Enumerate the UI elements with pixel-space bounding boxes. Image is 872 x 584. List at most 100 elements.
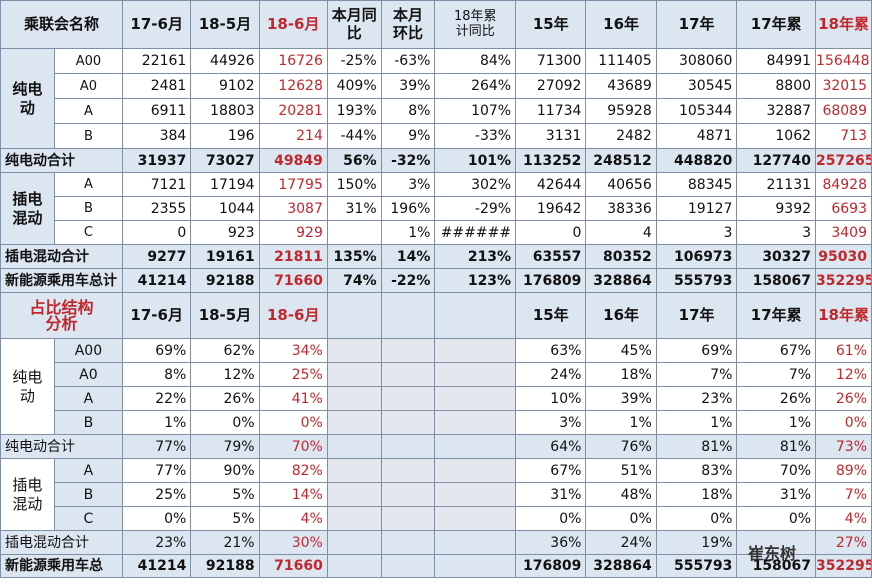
cell: 9% xyxy=(380,123,436,149)
cell: 308060 xyxy=(655,48,738,74)
cell: 32887 xyxy=(736,98,817,124)
total-cell: 123% xyxy=(434,268,517,293)
share-cell: 18% xyxy=(655,482,738,507)
share-sub-label: B xyxy=(53,482,124,507)
cell: 21131 xyxy=(736,172,817,197)
total-cell: 49849 xyxy=(258,148,328,173)
share-total-label: 新能源乘用车总 xyxy=(0,554,124,578)
share-total-cell: 81% xyxy=(736,434,817,459)
cell: 3 xyxy=(736,220,817,245)
cell: 150% xyxy=(326,172,382,197)
cell: 42644 xyxy=(515,172,587,197)
cell: 2482 xyxy=(585,123,657,149)
cell: 17194 xyxy=(190,172,260,197)
cell: 44926 xyxy=(190,48,260,74)
cell: 111405 xyxy=(585,48,657,74)
cell: 12628 xyxy=(258,73,328,99)
share-cell: 25% xyxy=(122,482,192,507)
share-total-cell: 92188 xyxy=(190,554,260,578)
share-cell: 67% xyxy=(515,458,587,483)
total-cell: 176809 xyxy=(515,268,587,293)
cell: 193% xyxy=(326,98,382,124)
share-cell: 0% xyxy=(585,506,657,531)
share-cell: 90% xyxy=(190,458,260,483)
total-cell: 448820 xyxy=(655,148,738,173)
share-cell: 5% xyxy=(190,482,260,507)
share-total-label: 插电混动合计 xyxy=(0,530,124,555)
total-cell: 92188 xyxy=(190,268,260,293)
share-total-cell: 77% xyxy=(122,434,192,459)
share-cell: 18% xyxy=(585,362,657,387)
blank-cell xyxy=(326,506,382,531)
header-row: 乘联会名称 17-6月 18-5月 18-6月 本月同比本月 环比 18年累 计同比 15年 16… xyxy=(0,0,872,49)
header-ytd-yoy: 18年累 计同比 xyxy=(434,0,517,49)
share-cell: 31% xyxy=(515,482,587,507)
blank-cell xyxy=(434,338,517,363)
cell: 31% xyxy=(326,196,382,221)
total-label: 纯电动合计 xyxy=(0,148,124,173)
cell: 1% xyxy=(380,220,436,245)
blank-cell xyxy=(326,410,382,435)
cell: 196% xyxy=(380,196,436,221)
header-c10: 17年累 xyxy=(736,0,817,49)
share-cell: 48% xyxy=(585,482,657,507)
cell: 1062 xyxy=(736,123,817,149)
share-total-cell: 23% xyxy=(122,530,192,555)
cell: 84928 xyxy=(815,172,872,197)
share-cell: 70% xyxy=(736,458,817,483)
blank-cell xyxy=(380,362,436,387)
cell: 214 xyxy=(258,123,328,149)
share-total-cell: 70% xyxy=(258,434,328,459)
share-header-c9: 17年 xyxy=(655,292,738,339)
share-cell: 1% xyxy=(122,410,192,435)
share-cell: 25% xyxy=(258,362,328,387)
blank-cell xyxy=(380,458,436,483)
blank-cell xyxy=(380,410,436,435)
blank-cell xyxy=(434,362,517,387)
blank-cell xyxy=(326,434,382,459)
share-cell: 69% xyxy=(655,338,738,363)
share-total-cell: 64% xyxy=(515,434,587,459)
share-cell: 7% xyxy=(815,482,872,507)
total-cell: 158067 xyxy=(736,268,817,293)
cell: 68089 xyxy=(815,98,872,124)
cell: 3087 xyxy=(258,196,328,221)
blank-cell xyxy=(326,292,382,339)
blank-cell xyxy=(434,458,517,483)
share-cell: 63% xyxy=(515,338,587,363)
blank-cell xyxy=(380,530,436,555)
share-cell: 0% xyxy=(190,410,260,435)
blank-cell xyxy=(326,362,382,387)
cell: 30545 xyxy=(655,73,738,99)
blank-cell xyxy=(434,530,517,555)
total-cell: 19161 xyxy=(190,244,260,269)
total-label: 新能源乘用车总计 xyxy=(0,268,124,293)
share-total-cell: 328864 xyxy=(585,554,657,578)
share-cell: 12% xyxy=(190,362,260,387)
share-total-cell: 19% xyxy=(655,530,738,555)
share-sub-label: A xyxy=(53,386,124,411)
watermark: 崔东树 xyxy=(748,544,797,563)
cell: 20281 xyxy=(258,98,328,124)
blank-cell xyxy=(380,554,436,578)
share-total-cell: 36% xyxy=(515,530,587,555)
share-header-c10: 17年累 xyxy=(736,292,817,339)
cell: 2355 xyxy=(122,196,192,221)
share-cell: 0% xyxy=(815,410,872,435)
total-cell: 14% xyxy=(380,244,436,269)
share-cell: 67% xyxy=(736,338,817,363)
share-cell: 0% xyxy=(655,506,738,531)
subcategory-label: A0 xyxy=(53,73,124,99)
total-cell: 248512 xyxy=(585,148,657,173)
share-total-label: 纯电动合计 xyxy=(0,434,124,459)
blank-cell xyxy=(380,338,436,363)
total-cell: 127740 xyxy=(736,148,817,173)
cell: 107% xyxy=(434,98,517,124)
blank-cell xyxy=(434,506,517,531)
share-cell: 0% xyxy=(515,506,587,531)
share-total-cell: 27% xyxy=(815,530,872,555)
total-cell: 9277 xyxy=(122,244,192,269)
cell: 17795 xyxy=(258,172,328,197)
share-sub-label: B xyxy=(53,410,124,435)
